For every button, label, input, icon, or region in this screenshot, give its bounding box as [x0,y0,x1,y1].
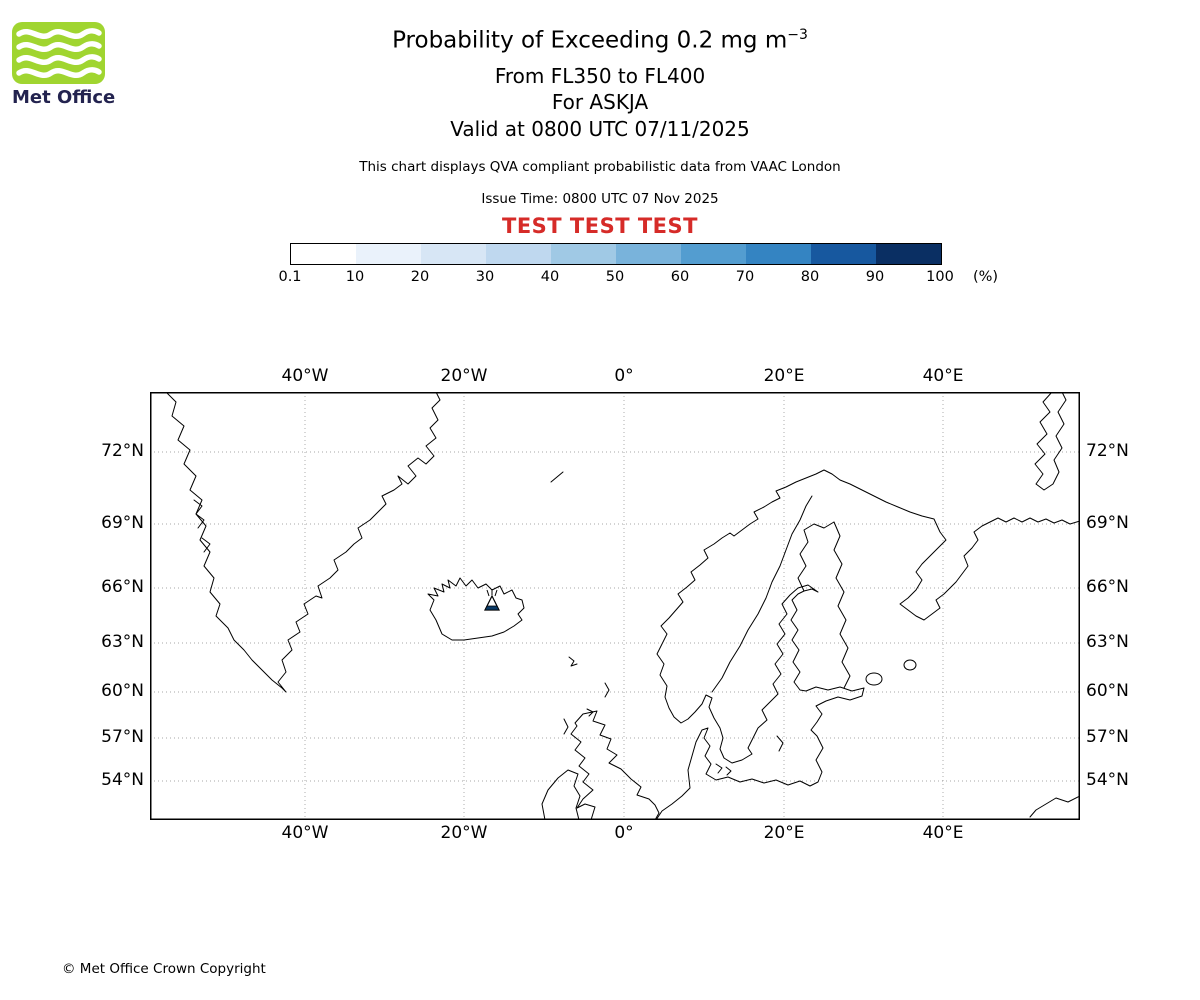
coastline-bottom-right [1029,795,1081,818]
map-svg [150,391,1081,821]
lake-onega [903,659,917,671]
colorbar-tick-label: 30 [475,269,495,285]
colorbar-tick-label: 50 [605,269,625,285]
lon-ticks-bottom: 40°W 20°W 0° 20°E 40°E [0,823,1200,845]
lat-tick-label: 54°N [101,770,144,790]
colorbar-tick-label: 10 [345,269,365,285]
lat-tick-label: 60°N [1086,681,1129,701]
coastline-greenland-fjords [193,499,205,529]
logo-waves-icon [16,28,102,78]
lon-ticks-top: 40°W 20°W 0° 20°E 40°E [0,366,1200,388]
map-border [150,392,1080,820]
coastline-shetland [604,682,610,698]
lat-tick-label: 69°N [101,513,144,533]
coastline-zealand [715,763,723,774]
colorbar-segment [681,244,746,264]
colorbar-segment [421,244,486,264]
volcano-icon [484,589,500,611]
colorbar-unit-label: (%) [973,269,999,285]
copyright-text: © Met Office Crown Copyright [62,961,266,977]
coastline-ireland [541,769,581,821]
lon-tick-label: 20°E [763,366,805,386]
colorbar-segment [811,244,876,264]
lon-tick-label: 20°E [763,823,805,843]
volcano-base [484,605,500,611]
test-banner: TEST TEST TEST [502,214,698,238]
lat-tick-label: 66°N [1086,577,1129,597]
qva-note: This chart displays QVA compliant probab… [359,159,841,175]
colorbar-tick-label: 0.1 [278,269,302,285]
colorbar-tick-label: 40 [540,269,560,285]
map [150,391,1081,821]
coastline-greenland [165,391,441,693]
lat-tick-label: 66°N [101,577,144,597]
subtitle-valid-time: Valid at 0800 UTC 07/11/2025 [450,117,750,141]
lat-tick-label: 60°N [101,681,144,701]
lon-tick-label: 40°W [281,366,329,386]
colorbar-segment [876,244,941,264]
page-title: Probability of Exceeding 0.2 mg m−3 [0,27,1200,54]
colorbar-segment [746,244,811,264]
coastline-greenland-islets [201,537,211,553]
lon-tick-label: 20°W [440,823,488,843]
lon-tick-label: 20°W [440,366,488,386]
lon-tick-label: 40°E [922,823,964,843]
colorbar-tick-label: 100 [926,269,954,285]
coastline-hebrides [563,718,569,735]
colorbar-segment [356,244,421,264]
coastline-novaya-zemlya [1034,391,1067,491]
grid-lines [150,392,1080,820]
colorbar-segment [486,244,551,264]
border-finland-russia [833,521,851,689]
lon-tick-label: 40°E [922,366,964,386]
volcano-eruption-marks [486,589,498,597]
met-office-logo-icon [12,22,105,84]
colorbar-tick-label: 70 [735,269,755,285]
colorbar-labels: 0.1 10 20 30 40 50 60 70 80 90 100 (%) [278,269,1030,287]
page-title-text: Probability of Exceeding 0.2 mg m [392,27,788,54]
colorbar-tick-label: 60 [670,269,690,285]
met-office-wordmark: Met Office [12,87,116,108]
coastline-great-britain [570,710,660,821]
coastline-jan-mayen [550,471,564,483]
lon-tick-label: 40°W [281,823,329,843]
subtitle-volcano: For ASKJA [551,90,649,114]
page-title-superscript: −3 [787,27,808,43]
coastline-faroes [568,656,578,667]
colorbar-segment [551,244,616,264]
lat-tick-label: 72°N [101,441,144,461]
coastline-funen [725,766,732,776]
met-office-logo: Met Office [12,22,122,108]
coastlines [165,391,1081,821]
subtitle-flight-levels: From FL350 to FL400 [494,64,706,88]
lat-tick-label: 63°N [101,632,144,652]
colorbar-tick-label: 20 [410,269,430,285]
lat-tick-label: 63°N [1086,632,1129,652]
border-sweden-finland [797,521,835,592]
lat-tick-label: 57°N [101,727,144,747]
lat-tick-label: 57°N [1086,727,1129,747]
lat-tick-label: 69°N [1086,513,1129,533]
colorbar-tick-label: 90 [865,269,885,285]
coastline-gotland [776,735,784,752]
colorbar-segment [616,244,681,264]
lat-tick-label: 54°N [1086,770,1129,790]
colorbar-tick-label: 80 [800,269,820,285]
lake-ladoga [865,672,883,686]
colorbar-segment [291,244,356,264]
probability-colorbar [290,243,942,265]
lon-tick-label: 0° [614,366,634,386]
coastline-continent [655,469,1081,821]
coastline-iceland [427,577,525,641]
lat-tick-label: 72°N [1086,441,1129,461]
lon-tick-label: 0° [614,823,634,843]
issue-time: Issue Time: 0800 UTC 07 Nov 2025 [481,191,719,207]
border-norway-sweden [711,495,813,693]
